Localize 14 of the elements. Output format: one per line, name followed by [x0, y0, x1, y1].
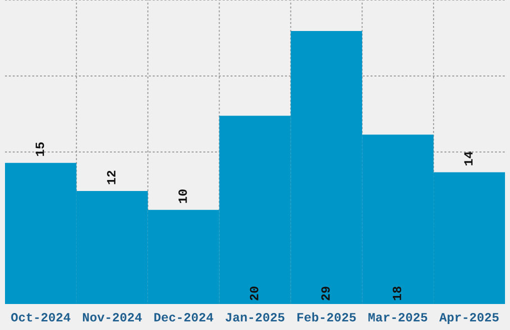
x-tick-label: Jan-2025: [226, 313, 284, 322]
x-tick-label: Nov-2024: [82, 313, 142, 322]
data-label: 18: [392, 286, 402, 300]
data-label: 20: [250, 286, 258, 300]
data-label: 14: [464, 152, 473, 166]
data-label: 12: [107, 170, 116, 184]
x-tick-label: Apr-2025: [439, 313, 499, 324]
x-tick-label: Dec-2024: [154, 313, 214, 322]
data-label: 29: [321, 286, 330, 300]
x-tick-label: Feb-2025: [297, 312, 356, 322]
x-tick-label: Mar-2025: [368, 313, 428, 322]
data-label: 10: [178, 190, 187, 203]
x-tick-label: Oct-2024: [11, 313, 70, 322]
data-label: 15: [36, 142, 44, 156]
